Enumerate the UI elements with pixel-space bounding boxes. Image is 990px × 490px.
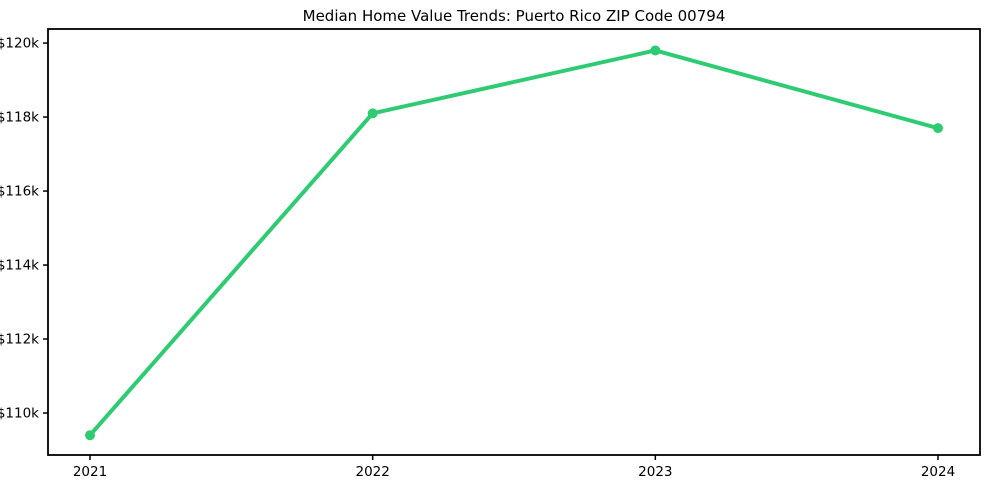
y-tick-label: $110k	[0, 406, 39, 422]
data-point-2024	[933, 123, 943, 134]
chart-title: Median Home Value Trends: Puerto Rico ZI…	[302, 7, 726, 25]
trend-line	[88, 48, 940, 438]
y-tick-label: $114k	[0, 258, 39, 274]
data-point-2021	[85, 430, 95, 441]
x-tick-label: 2023	[638, 464, 672, 480]
data-point-2022	[367, 108, 378, 119]
y-tick-label: $120k	[0, 36, 39, 52]
y-tick-label: $112k	[0, 332, 39, 348]
x-tick-label: 2022	[355, 464, 389, 480]
x-tick-label: 2024	[921, 464, 955, 480]
x-tick-label: 2021	[73, 464, 107, 480]
plot-border	[47, 28, 981, 456]
data-point-2023	[650, 45, 661, 56]
y-tick-label: $116k	[0, 184, 39, 200]
y-tick-label: $118k	[0, 110, 39, 126]
